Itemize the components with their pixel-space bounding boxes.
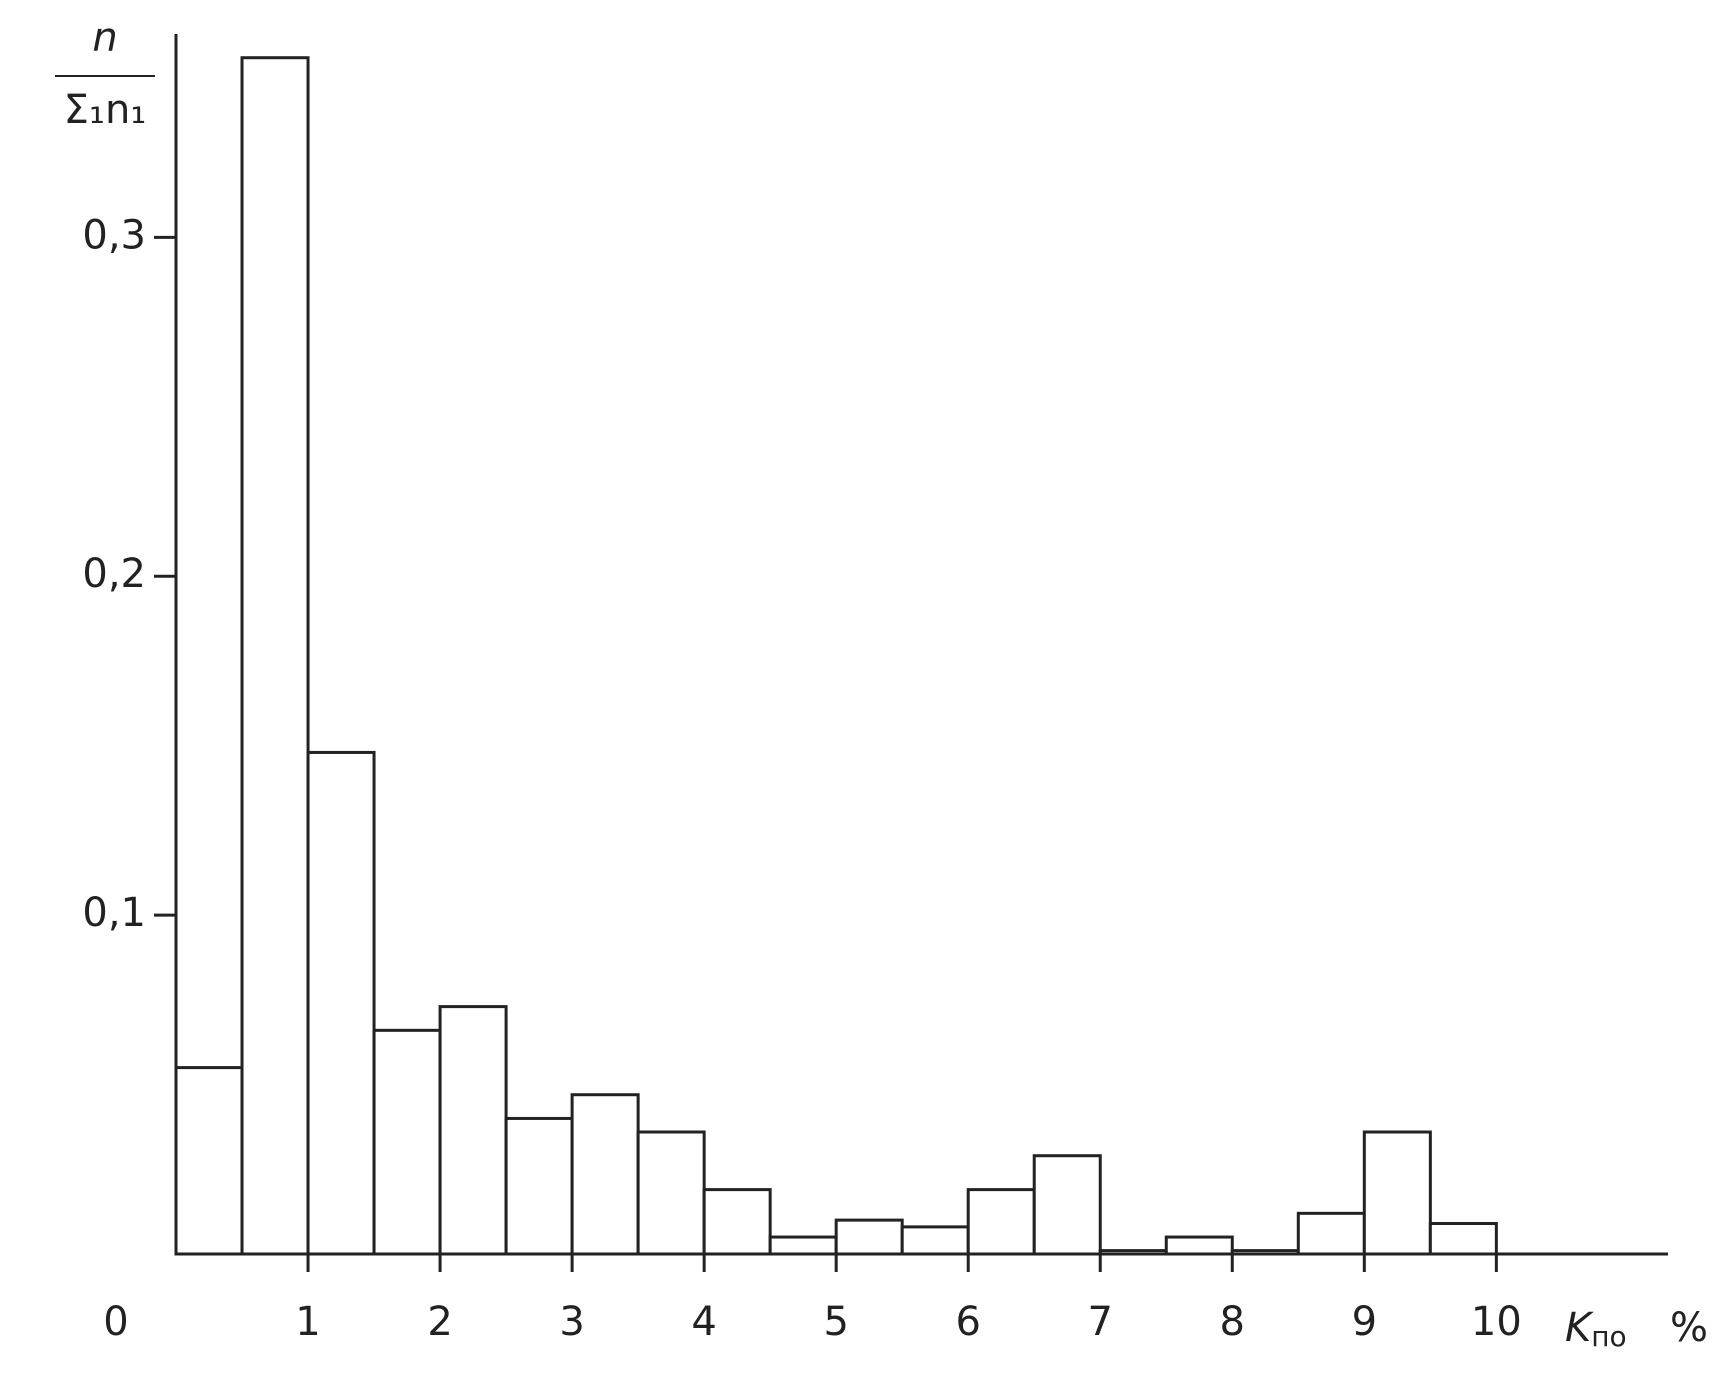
- x-label-subscript: по: [1591, 1320, 1626, 1353]
- y-axis-label: n Σ₁n₁: [55, 15, 155, 133]
- bar: [636, 1130, 706, 1256]
- x-tick-label: 5: [823, 1299, 848, 1345]
- x-tick-label: 8: [1220, 1299, 1245, 1345]
- y-tick-label: 0,2: [82, 551, 146, 597]
- x-tick-label: 10: [1471, 1299, 1522, 1345]
- bar: [1032, 1154, 1102, 1256]
- x-tick-label: 2: [427, 1299, 452, 1345]
- x-label: Kпо: [1565, 1305, 1627, 1353]
- bar: [966, 1188, 1036, 1256]
- bar: [438, 1005, 508, 1256]
- bar: [372, 1028, 442, 1256]
- x-tick-label: 6: [955, 1299, 980, 1345]
- x-tick-label: 0: [103, 1299, 128, 1345]
- y-label-denominator: Σ₁n₁: [64, 87, 147, 133]
- bar: [1428, 1222, 1498, 1256]
- x-tick-label: 7: [1088, 1299, 1113, 1345]
- x-tick-label: 3: [559, 1299, 584, 1345]
- y-tick-label: 0,1: [82, 890, 146, 936]
- bar: [240, 56, 310, 1256]
- x-tick-label: 9: [1352, 1299, 1377, 1345]
- bar: [1362, 1130, 1432, 1256]
- bar: [174, 1066, 244, 1256]
- bar: [504, 1116, 574, 1256]
- bar: [702, 1188, 772, 1256]
- bar: [900, 1225, 970, 1256]
- y-tick-label: 0,3: [82, 212, 146, 258]
- x-label-main: K: [1565, 1305, 1594, 1351]
- bar: [834, 1218, 904, 1256]
- x-tick-label: 1: [295, 1299, 320, 1345]
- x-tick-label: 4: [691, 1299, 716, 1345]
- bar: [306, 750, 376, 1256]
- bar: [1296, 1211, 1366, 1256]
- bar: [1164, 1235, 1234, 1256]
- x-unit: %: [1670, 1305, 1708, 1351]
- bar: [570, 1093, 640, 1256]
- x-axis-label: Kпо %: [1565, 1305, 1708, 1353]
- bar: [768, 1235, 838, 1256]
- y-label-numerator: n: [92, 15, 117, 61]
